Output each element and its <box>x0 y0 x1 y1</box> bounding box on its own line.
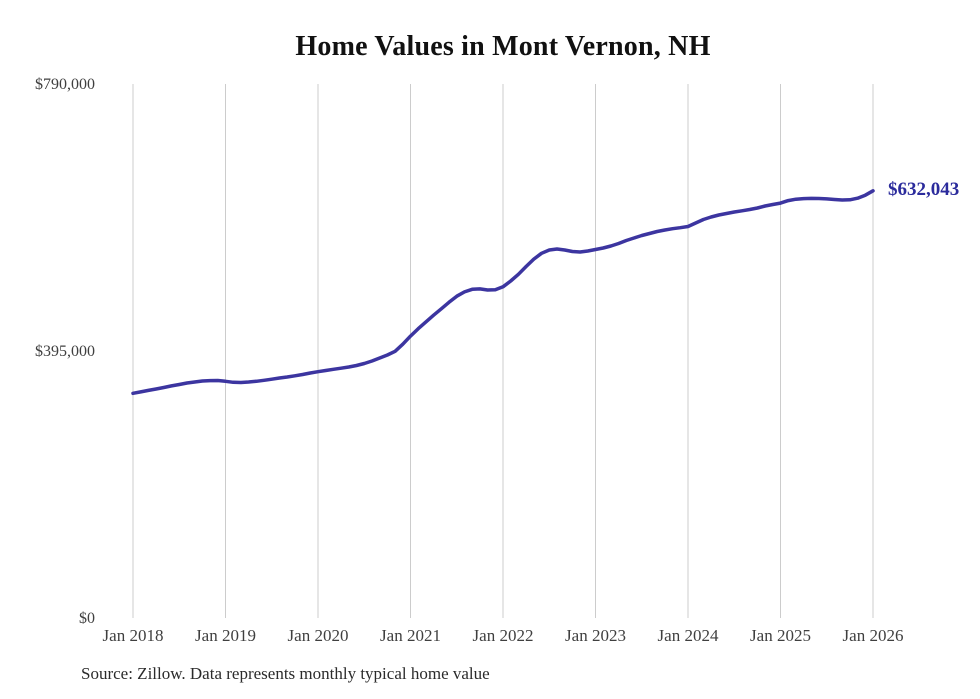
source-note: Source: Zillow. Data represents monthly … <box>81 664 490 683</box>
series-line <box>131 189 875 396</box>
chart-title: Home Values in Mont Vernon, NH <box>295 31 711 62</box>
x-tick-label: Jan 2023 <box>565 626 626 645</box>
x-tick-label: Jan 2022 <box>472 626 534 645</box>
x-tick-label: Jan 2018 <box>102 626 164 645</box>
x-tick-label: Jan 2019 <box>195 626 256 645</box>
y-tick-label: $395,000 <box>35 343 95 360</box>
y-tick-label: $0 <box>79 610 95 627</box>
y-tick-label: $790,000 <box>35 76 95 93</box>
x-tick-label: Jan 2020 <box>287 626 349 645</box>
x-tick-label: Jan 2025 <box>750 626 811 645</box>
x-tick-label: Jan 2024 <box>657 626 719 645</box>
x-tick-label: Jan 2026 <box>842 626 904 645</box>
latest-value-label: $632,043 <box>888 178 960 200</box>
x-tick-label: Jan 2021 <box>380 626 441 645</box>
